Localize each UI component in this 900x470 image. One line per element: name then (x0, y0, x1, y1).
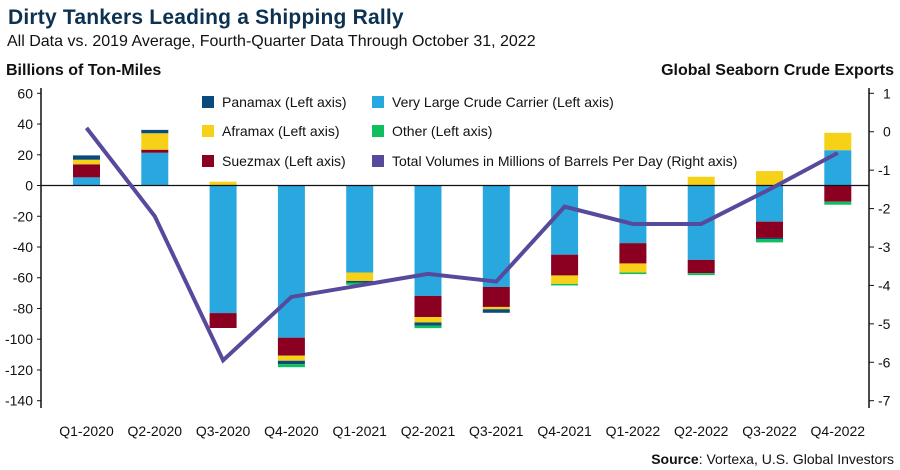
legend-swatch (202, 96, 214, 108)
bar-segment (209, 313, 237, 328)
bar-segment (551, 254, 579, 276)
right-tick-label: -6 (878, 354, 891, 370)
x-tick-label: Q2-2020 (128, 423, 183, 439)
bar-segment (277, 364, 305, 368)
bar-segment (619, 243, 647, 264)
bar-segment (414, 185, 442, 296)
x-tick-label: Q4-2022 (811, 423, 866, 439)
bar-segment (824, 185, 852, 202)
legend-swatch (202, 155, 214, 167)
bar-segment (277, 355, 305, 361)
bar-segment (277, 337, 305, 356)
x-tick-label: Q3-2022 (742, 423, 797, 439)
right-tick-label: -4 (878, 277, 891, 293)
bar-segment (687, 259, 715, 274)
bar-segment (551, 275, 579, 284)
bar-segment (756, 171, 783, 186)
bar-segment (209, 181, 237, 186)
bar-segment (141, 152, 169, 186)
right-tick-label: -7 (878, 393, 891, 409)
x-tick-label: Q4-2020 (264, 423, 319, 439)
bar-segment (824, 132, 852, 151)
bar-segment (209, 185, 237, 314)
x-tick-label: Q4-2021 (537, 423, 592, 439)
right-tick-label: -3 (878, 239, 891, 255)
bar-segment (619, 272, 647, 275)
left-tick-label: -60 (13, 270, 33, 286)
legend-label: Other (Left axis) (392, 123, 492, 139)
x-tick-label: Q3-2021 (469, 423, 524, 439)
legend-label: Total Volumes in Millions of Barrels Per… (392, 153, 737, 169)
bar-segment (414, 325, 442, 329)
legend-label: Panamax (Left axis) (222, 94, 347, 110)
legend-label: Very Large Crude Carrier (Left axis) (392, 94, 614, 110)
total-volume-line (84, 126, 839, 364)
x-tick-label: Q3-2020 (196, 423, 251, 439)
x-tick-label: Q1-2020 (59, 423, 114, 439)
bar-segment (346, 272, 374, 281)
bar-segment (482, 309, 510, 313)
chart-subtitle: All Data vs. 2019 Average, Fourth-Quarte… (7, 33, 536, 50)
bar-segment (414, 317, 442, 323)
bar-segment (482, 286, 510, 307)
source-label: Source (651, 451, 699, 467)
bar-segment (346, 185, 374, 273)
x-tick-label: Q2-2022 (674, 423, 729, 439)
right-tick-label: 0 (883, 124, 891, 140)
x-tick-label: Q2-2021 (401, 423, 456, 439)
bar-segment (687, 176, 715, 186)
bar-segment (687, 273, 715, 276)
left-tick-label: -20 (13, 208, 33, 224)
bar-segment (141, 133, 169, 150)
right-tick-label: -2 (878, 201, 891, 217)
bar-segment (73, 155, 100, 160)
chart-title: Dirty Tankers Leading a Shipping Rally (8, 6, 404, 29)
bar-segment (482, 306, 510, 310)
bar-segment (346, 280, 374, 283)
right-tick-label: -5 (878, 316, 891, 332)
left-tick-label: -80 (13, 300, 33, 316)
bar-segment (73, 164, 100, 178)
bar-segment (756, 237, 783, 240)
bar-segment (73, 177, 100, 186)
legend-label: Suezmax (Left axis) (222, 153, 346, 169)
right-tick-label: 1 (883, 85, 891, 101)
bar-segment (277, 185, 305, 338)
bar-segment (824, 201, 852, 205)
right-tick-label: -1 (878, 162, 891, 178)
bar-segment (414, 322, 442, 326)
bar-segment (756, 239, 783, 243)
bar-segment (141, 149, 169, 153)
left-tick-label: -40 (13, 239, 33, 255)
bar-segment (824, 150, 852, 186)
x-tick-label: Q1-2021 (332, 423, 387, 439)
legend-label: Aframax (Left axis) (222, 123, 339, 139)
bar-segment (551, 283, 579, 286)
bar-segment (551, 185, 579, 255)
bar-segment (141, 129, 169, 134)
bar-segment (277, 360, 305, 365)
bar-segment (73, 159, 100, 165)
source-note: Source: Vortexa, U.S. Global Investors (651, 451, 894, 467)
legend-swatch (372, 96, 384, 108)
left-tick-label: 20 (17, 147, 33, 163)
left-axis-label: Billions of Ton-Miles (6, 62, 162, 79)
left-tick-label: -140 (5, 393, 33, 409)
left-tick-label: 60 (17, 85, 33, 101)
source-text: : Vortexa, U.S. Global Investors (698, 451, 894, 467)
left-tick-label: 0 (25, 178, 33, 194)
bar-segment (756, 221, 783, 238)
left-tick-label: -120 (5, 362, 33, 378)
legend-swatch (372, 125, 384, 137)
legend-swatch (372, 155, 384, 167)
x-tick-label: Q1-2022 (606, 423, 661, 439)
legend-swatch (202, 125, 214, 137)
right-axis-label: Global Seaborn Crude Exports (661, 62, 894, 79)
bar-segment (619, 185, 647, 244)
bar-segment (414, 295, 442, 318)
bar-segment (619, 263, 647, 273)
left-tick-label: 40 (17, 116, 33, 132)
left-tick-label: -100 (5, 331, 33, 347)
